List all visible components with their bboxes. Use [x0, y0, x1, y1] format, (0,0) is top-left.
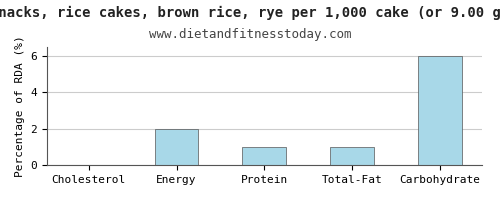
Text: www.dietandfitnesstoday.com: www.dietandfitnesstoday.com	[149, 28, 351, 41]
Bar	[330, 147, 374, 165]
Bar	[154, 129, 198, 165]
Bar	[242, 147, 286, 165]
Y-axis label: Percentage of RDA (%): Percentage of RDA (%)	[15, 35, 25, 177]
Bar	[418, 56, 462, 165]
Text: Snacks, rice cakes, brown rice, rye per 1,000 cake (or 9.00 g): Snacks, rice cakes, brown rice, rye per …	[0, 6, 500, 20]
